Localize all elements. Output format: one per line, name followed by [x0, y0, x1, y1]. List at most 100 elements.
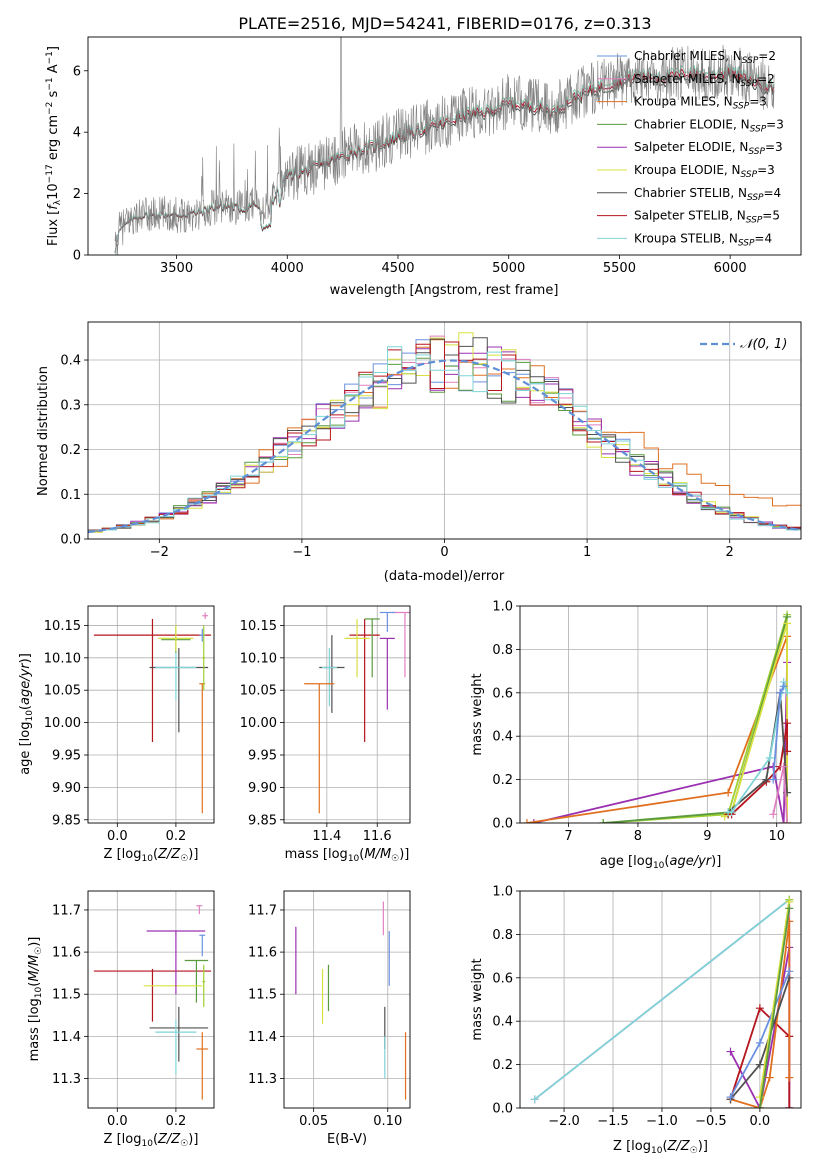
panel-spectrum: 3500 4000 4500 5000 5500 6000 0 2 4 6 Chabrier MIL…	[45, 36, 802, 298]
errorbar-point	[155, 648, 197, 700]
y-tick-label: 1.0	[492, 600, 513, 615]
y-tick-label: 9.90	[248, 781, 277, 796]
panel-weight-vs-age: 7 8 9 10 0.0 0.2 0.4 0.6 0.8 1.0 age [log10​(age/y…	[470, 600, 802, 871]
errorbar-point	[196, 1032, 209, 1100]
y-tick-label: 0.4	[60, 354, 81, 369]
x-tick-label: 0.0	[107, 1114, 128, 1129]
y-axis-label: mass weight	[470, 673, 485, 755]
weight-marker	[785, 1104, 794, 1108]
errorbar-point	[158, 625, 194, 652]
weight-line	[533, 662, 788, 823]
errorbar-point	[344, 618, 370, 678]
plot-area	[114, 37, 775, 255]
weight-marker	[785, 1073, 794, 1082]
x-tick-label: 0.0	[750, 1114, 771, 1129]
weight-marker	[727, 808, 736, 817]
x-tick-label: 0	[440, 545, 448, 560]
x-axis-label: age [log10​(age/yr)]	[600, 854, 722, 871]
x-tick-label: 2	[726, 545, 734, 560]
x-tick-label: −1	[292, 545, 311, 560]
legend-entry: Kroupa MILES, NSSP​=3	[634, 95, 767, 112]
x-tick-label: 10	[768, 829, 785, 844]
errorbar-point	[392, 611, 410, 678]
x-axis-label: E(B-V)	[327, 1132, 367, 1147]
y-axis-label: Flux [fλ​10−17​ erg cm−2​ s−1​ A−1​]	[45, 46, 63, 246]
weight-marker	[765, 1073, 774, 1082]
y-tick-label: 10.05	[44, 684, 81, 699]
weight-marker	[755, 1060, 764, 1069]
y-tick-label: 9.95	[52, 748, 81, 763]
observed-spectrum-line	[114, 37, 775, 255]
weight-marker	[726, 1093, 735, 1102]
errorbar-point	[202, 964, 206, 1007]
x-axis-label: Z [log10​(Z/Z☉​)]	[104, 847, 199, 864]
legend-entry: Salpeter MILES, NSSP​=2	[634, 72, 775, 89]
x-tick-label: −1.0	[646, 1114, 678, 1129]
y-axis-label: mass weight	[470, 958, 485, 1040]
y-tick-label: 0.2	[492, 1058, 513, 1073]
panel-mass-vs-EBV: 0.05 0.10 11.3 11.4 11.5 11.6 11.7 E(B-V)	[248, 890, 411, 1147]
x-tick-label: −0.5	[695, 1114, 727, 1129]
legend-entry: 𝒩(0, 1)	[740, 337, 787, 352]
weight-marker	[783, 619, 792, 628]
legend-entry: Chabrier STELIB, NSSP​=4	[634, 186, 781, 203]
plot-area	[284, 891, 410, 1108]
y-tick-label: 10.00	[44, 716, 81, 731]
plot-area	[284, 606, 410, 823]
y-tick-label: 11.4	[248, 1030, 277, 1045]
x-axis-label: Z [log10​(Z/Z☉​)]	[104, 1132, 199, 1149]
errorbar-point	[364, 618, 380, 678]
weight-marker	[769, 810, 778, 819]
y-tick-label: 11.3	[52, 1072, 81, 1087]
x-tick-label: 7	[564, 829, 572, 844]
x-tick-label: 0.2	[166, 829, 187, 844]
x-tick-label: 5500	[603, 261, 636, 276]
x-tick-label: 0.2	[166, 1114, 187, 1129]
x-tick-label: −2	[150, 545, 169, 560]
errorbar-point	[199, 934, 206, 957]
legend-entry: Chabrier ELODIE, NSSP​=3	[634, 117, 784, 134]
y-tick-label: 11.3	[248, 1072, 277, 1087]
y-tick-label: 10.15	[44, 619, 81, 634]
y-tick-label: 0	[73, 249, 81, 264]
errorbar-point	[146, 930, 206, 995]
x-tick-label: 1	[583, 545, 591, 560]
y-tick-label: 0.1	[60, 488, 81, 503]
errorbar-point	[202, 625, 206, 691]
weight-marker	[762, 775, 771, 784]
weight-marker	[785, 967, 794, 976]
y-tick-label: 11.4	[52, 1030, 81, 1045]
y-tick-label: 6	[73, 64, 81, 79]
errorbar-point	[93, 968, 212, 1022]
x-tick-label: 8	[634, 829, 642, 844]
y-tick-label: 0.0	[492, 817, 513, 832]
y-tick-label: 9.95	[248, 748, 277, 763]
weight-marker	[769, 775, 778, 784]
x-tick-label: 4500	[381, 261, 414, 276]
weight-marker	[599, 819, 608, 823]
y-tick-label: 11.6	[52, 946, 81, 961]
y-tick-label: 0.8	[492, 643, 513, 658]
weight-line	[759, 908, 791, 1108]
y-tick-label: 10.15	[240, 619, 277, 634]
panel-residuals: −2 −1 0 1 2 0.0 0.1 0.2 0.3 0.4 𝒩(0, 1) (data-model…	[36, 321, 802, 584]
weight-marker	[755, 1038, 764, 1047]
y-tick-label: 9.90	[52, 781, 81, 796]
normal-distribution-line	[88, 359, 801, 534]
weight-marker	[785, 904, 794, 913]
weight-marker	[776, 688, 785, 697]
y-tick-label: 11.7	[52, 903, 81, 918]
errorbar-point	[155, 1019, 197, 1075]
histogram-step-line	[88, 346, 801, 533]
errorbar-point	[379, 611, 395, 632]
weight-marker	[779, 762, 788, 771]
weight-marker	[783, 688, 792, 697]
x-axis-label: wavelength [Angstrom, rest frame]	[330, 283, 559, 298]
y-tick-label: 0.8	[492, 928, 513, 943]
x-tick-label: −1.5	[597, 1114, 629, 1129]
y-tick-label: 0.0	[492, 1102, 513, 1117]
y-tick-label: 0.6	[492, 686, 513, 701]
y-tick-label: 0.4	[492, 730, 513, 745]
y-tick-label: 9.85	[52, 813, 81, 828]
